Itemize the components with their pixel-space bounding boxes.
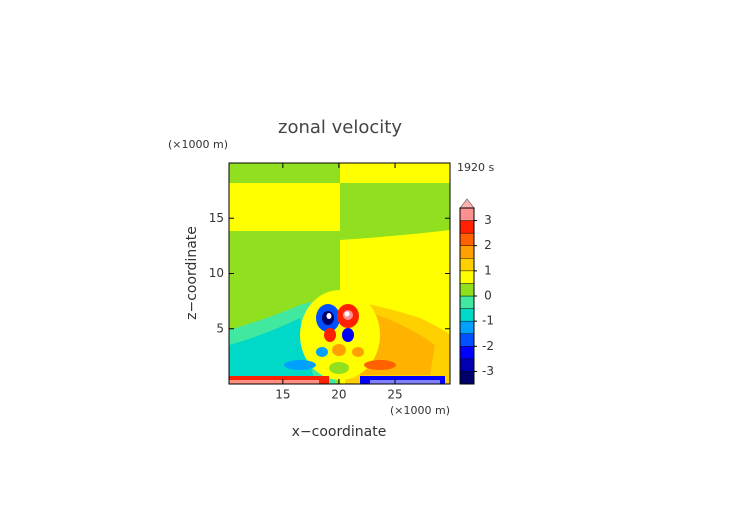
contour-field <box>229 163 450 384</box>
y-axis-label: z−coordinate <box>184 226 200 320</box>
colorbar-tick-label: 1 <box>484 263 492 277</box>
colorbar-tick-label: 3 <box>484 213 492 227</box>
colorbar-band <box>459 320 475 334</box>
colorbar-band <box>459 232 475 246</box>
colorbar-tick-label: 2 <box>484 238 492 252</box>
colorbar-band <box>459 333 475 347</box>
colorbar-band <box>459 220 475 234</box>
colorbar-band <box>459 270 475 284</box>
y-unit: (×1000 m) <box>168 138 228 151</box>
colorbar-band <box>459 358 475 372</box>
colorbar-band <box>459 295 475 309</box>
colorbar-band <box>459 258 475 272</box>
y-tick-label: 5 <box>216 321 224 335</box>
colorbar-band <box>459 346 475 360</box>
x-tick-label: 15 <box>275 388 290 402</box>
x-tick-label: 20 <box>331 388 346 402</box>
colorbar-tick-label: -2 <box>482 339 494 353</box>
x-axis-label: x−coordinate <box>292 424 387 440</box>
colorbar-band <box>459 245 475 259</box>
colorbar-tick-label: -1 <box>482 314 494 328</box>
time-label: 1920 s <box>457 161 494 174</box>
y-tick-label: 10 <box>209 266 224 280</box>
colorbar-extend <box>459 198 475 209</box>
x-unit: (×1000 m) <box>390 404 450 417</box>
colorbar-tick-label: -3 <box>482 364 494 378</box>
x-tick-label: 25 <box>387 388 402 402</box>
colorbar-band <box>459 207 475 221</box>
chart-title: zonal velocity <box>278 117 402 138</box>
colorbar-tick-label: 0 <box>484 289 492 303</box>
colorbar-band <box>459 308 475 322</box>
y-tick-label: 15 <box>209 211 224 225</box>
colorbar-band <box>459 283 475 297</box>
colorbar-band <box>459 371 475 385</box>
